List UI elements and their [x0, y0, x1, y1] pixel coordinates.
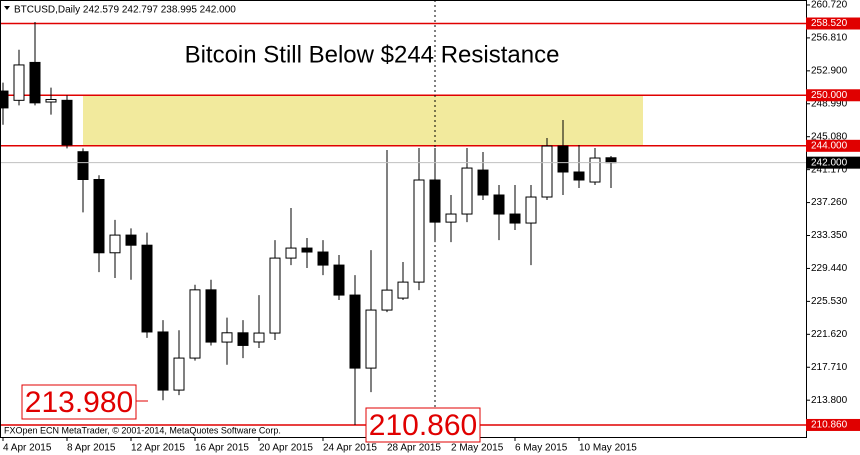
- footer: FXOpen ECN MetaTrader, © 2001-2014, Meta…: [4, 425, 281, 435]
- header: BTCUSD,Daily 242.579 242.797 238.995 242…: [14, 5, 236, 16]
- x-tick-label: 10 May 2015: [579, 443, 637, 454]
- candle-body: [0, 90, 9, 109]
- x-tick-label: 6 May 2015: [515, 443, 568, 454]
- candle-body: [205, 289, 217, 343]
- candle-body: [397, 281, 409, 299]
- candle-body: [605, 157, 617, 164]
- resistance-zone: [83, 95, 643, 146]
- level-label: 258.520: [811, 18, 848, 29]
- x-tick-label: 8 Apr 2015: [67, 443, 116, 454]
- annotation-box: [21, 384, 137, 420]
- y-tick-label: 260.720: [811, 0, 848, 11]
- x-tick-label: 24 Apr 2015: [323, 443, 377, 454]
- candle-body: [509, 213, 521, 224]
- x-tick-label: 2 May 2015: [451, 443, 504, 454]
- level-label: 250.000: [811, 90, 848, 101]
- candle-body: [413, 179, 425, 283]
- x-tick-label: 20 Apr 2015: [259, 443, 313, 454]
- candle-body: [445, 213, 457, 223]
- candle-body: [237, 332, 249, 346]
- candle-body: [269, 257, 281, 334]
- x-tick-label: 4 Apr 2015: [3, 443, 52, 454]
- candle-body: [45, 98, 57, 103]
- level-label-box: [806, 418, 860, 431]
- last-price-box: [806, 156, 860, 169]
- x-tick-label: 16 Apr 2015: [195, 443, 249, 454]
- header-arrow: [4, 6, 10, 10]
- x-tick-label: 12 Apr 2015: [131, 443, 185, 454]
- candle-body: [333, 264, 345, 296]
- plot-layer: [0, 21, 806, 426]
- candle-body: [221, 332, 233, 343]
- y-tick-label: 241.170: [811, 164, 848, 175]
- level-label: 244.000: [811, 140, 848, 151]
- candle-body: [125, 234, 137, 246]
- candle-body: [557, 145, 569, 173]
- y-tick-label: 256.810: [811, 33, 848, 44]
- last-price-label: 242.000: [811, 157, 848, 168]
- candle-body: [493, 194, 505, 215]
- candle-body: [317, 251, 329, 266]
- candle-body: [381, 289, 393, 311]
- candle-body: [285, 247, 297, 259]
- annotation: 210.860: [369, 409, 477, 442]
- chart-title: Bitcoin Still Below $244 Resistance: [185, 41, 560, 68]
- y-tick-label: 217.710: [811, 362, 848, 373]
- candle-body: [141, 244, 153, 333]
- level-label-box: [806, 139, 860, 152]
- y-tick-label: 252.900: [811, 65, 848, 76]
- candle-body: [461, 167, 473, 215]
- x-tick-label: 28 Apr 2015: [387, 443, 441, 454]
- candle-body: [189, 289, 201, 359]
- candle-body: [301, 247, 313, 253]
- y-tick-label: 245.080: [811, 131, 848, 142]
- candle-body: [541, 145, 553, 198]
- level-label-box: [806, 17, 860, 30]
- y-tick-label: 248.990: [811, 98, 848, 109]
- candle-body: [61, 99, 73, 146]
- candle-body: [365, 309, 377, 369]
- y-tick-label: 221.620: [811, 329, 848, 340]
- candle-body: [525, 196, 537, 224]
- candle-body: [29, 61, 41, 104]
- candle-body: [77, 151, 89, 181]
- candle-body: [589, 157, 601, 183]
- y-tick-label: 229.440: [811, 263, 848, 274]
- candle-body: [573, 171, 585, 181]
- candle-body: [253, 332, 265, 343]
- annotation: 213.980: [25, 386, 133, 419]
- candle-body: [13, 64, 25, 101]
- candle-body: [349, 294, 361, 369]
- y-tick-label: 233.350: [811, 230, 848, 241]
- candle-body: [93, 179, 105, 254]
- level-label-box: [806, 89, 860, 102]
- candle-body: [477, 169, 489, 196]
- candle-body: [173, 357, 185, 391]
- y-tick-label: 225.530: [811, 296, 848, 307]
- candle-body: [109, 234, 121, 254]
- y-tick-label: 213.800: [811, 395, 848, 406]
- level-label: 210.860: [811, 420, 848, 431]
- annotation-box: [365, 407, 481, 443]
- y-tick-label: 237.260: [811, 197, 848, 208]
- candle-body: [157, 331, 169, 391]
